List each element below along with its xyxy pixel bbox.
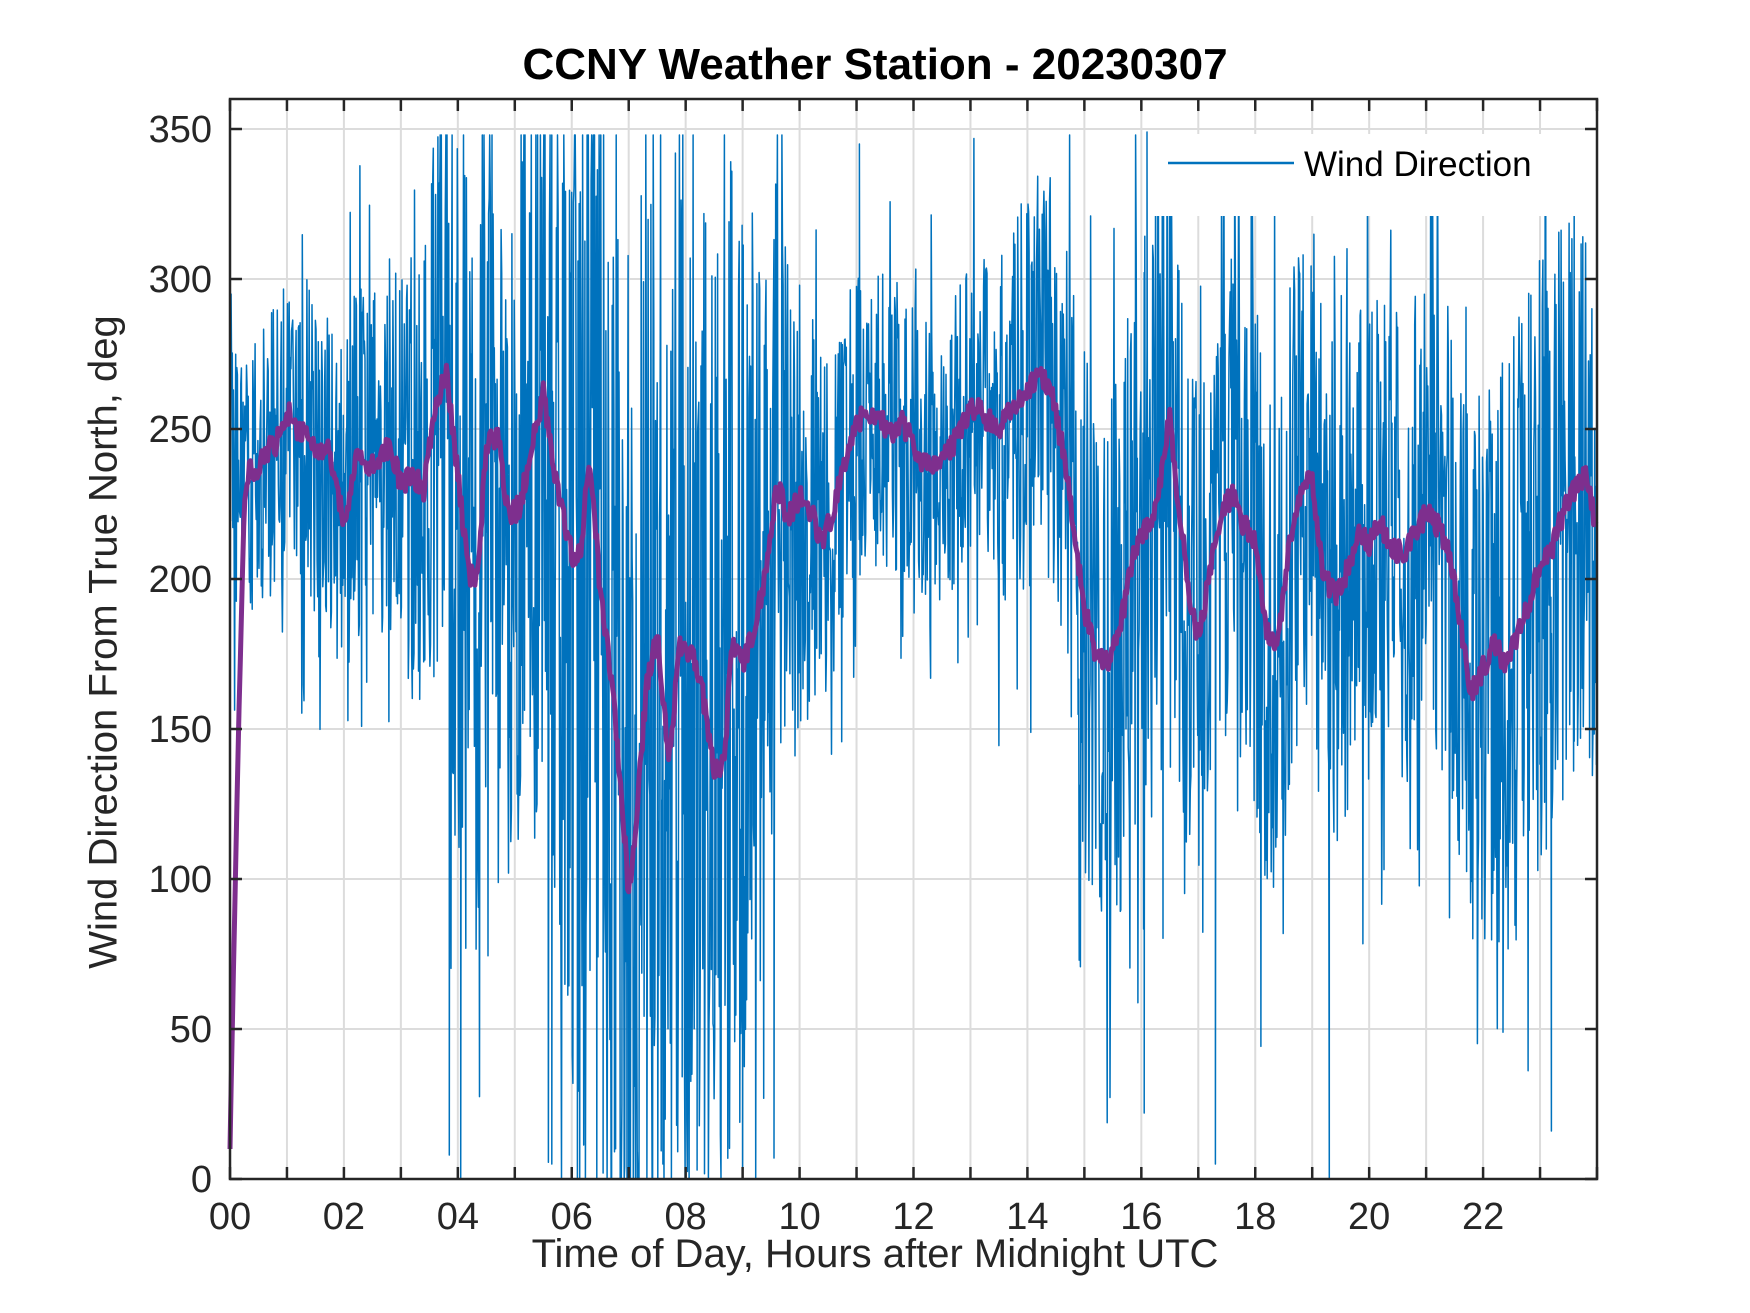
x-tick-label: 14 <box>1006 1196 1048 1238</box>
axes-layer <box>228 97 1599 1181</box>
y-axis-label: Wind Direction From True North, deg <box>81 315 126 969</box>
series-line-smoothed-average <box>227 362 1599 1150</box>
tick-labels: 00 02 04 06 08 10 12 14 16 18 20 22 0 50 100 150 200 250 3… <box>149 109 1505 1238</box>
y-tick-label: 200 <box>149 559 212 601</box>
x-tick-label: 00 <box>209 1196 251 1238</box>
x-tick-label: 06 <box>551 1196 593 1238</box>
x-tick-label: 22 <box>1462 1196 1504 1238</box>
legend-box <box>1152 134 1585 216</box>
x-tick-label: 02 <box>323 1196 365 1238</box>
x-tick-label: 04 <box>437 1196 479 1238</box>
legend-label-wind-direction: Wind Direction <box>1304 145 1532 184</box>
x-tick-label: 08 <box>665 1196 707 1238</box>
y-tick-label: 50 <box>170 1009 212 1051</box>
x-axis-label: Time of Day, Hours after Midnight UTC <box>531 1232 1219 1276</box>
x-tick-label: 10 <box>778 1196 820 1238</box>
legend: Wind Direction <box>1152 134 1585 216</box>
y-tick-label: 350 <box>149 109 212 151</box>
y-tick-label: 100 <box>149 859 212 901</box>
x-tick-label: 12 <box>892 1196 934 1238</box>
y-tick-label: 300 <box>149 259 212 301</box>
x-tick-label: 20 <box>1348 1196 1390 1238</box>
series-line-wind-direction <box>229 131 1598 1180</box>
y-tick-label: 150 <box>149 709 212 751</box>
y-tick-label: 250 <box>149 409 212 451</box>
x-tick-label: 18 <box>1234 1196 1276 1238</box>
y-tick-label: 0 <box>191 1159 212 1201</box>
chart-title: CCNY Weather Station - 20230307 <box>522 40 1228 89</box>
series-layer <box>227 131 1599 1180</box>
x-tick-label: 16 <box>1120 1196 1162 1238</box>
